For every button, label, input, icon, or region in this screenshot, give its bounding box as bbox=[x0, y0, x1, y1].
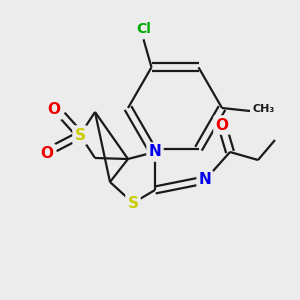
Text: O: O bbox=[40, 146, 53, 160]
Text: S: S bbox=[128, 196, 139, 211]
Text: O: O bbox=[215, 118, 229, 133]
Text: N: N bbox=[199, 172, 212, 188]
Text: CH₃: CH₃ bbox=[253, 104, 275, 114]
Text: N: N bbox=[148, 145, 161, 160]
Text: S: S bbox=[74, 128, 86, 142]
Text: O: O bbox=[47, 103, 61, 118]
Text: Cl: Cl bbox=[136, 22, 151, 36]
